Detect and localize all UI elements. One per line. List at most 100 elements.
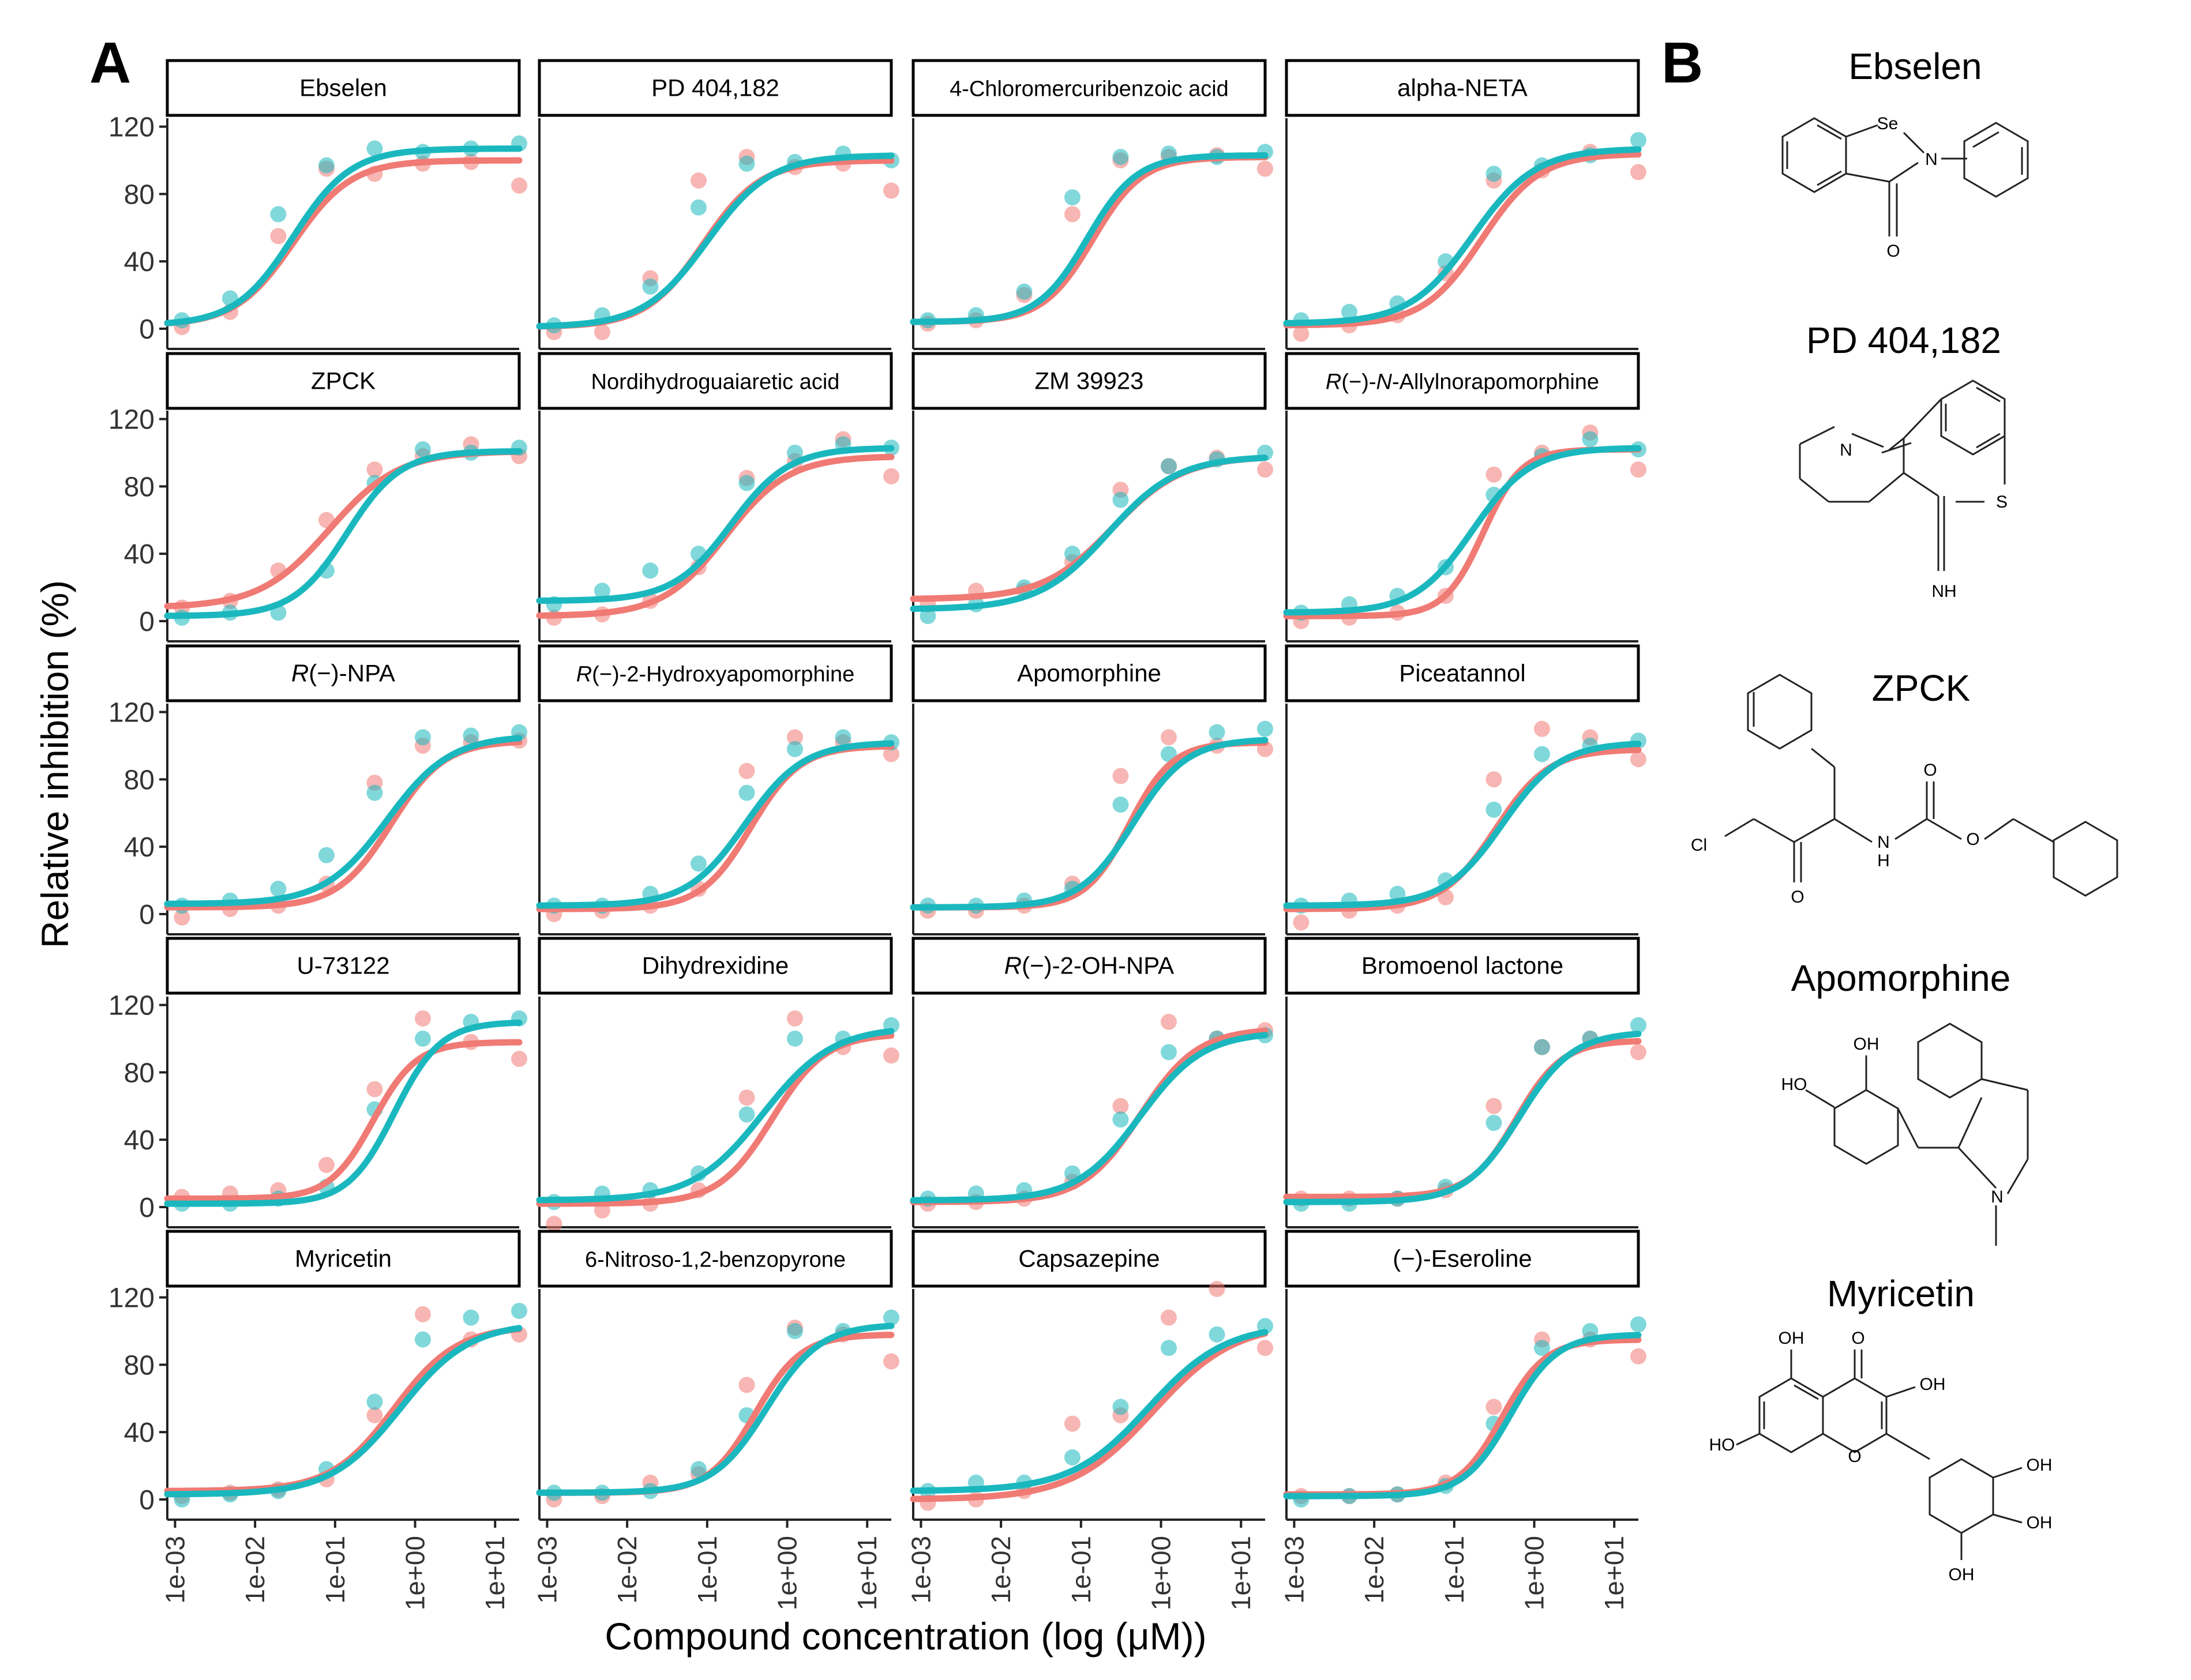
data-point [835, 729, 851, 746]
facet-panel: Piceatannol [1283, 644, 1646, 935]
facet-title: R(−)-2-OH-NPA [1004, 952, 1174, 979]
fit-curve-series1 [164, 739, 523, 911]
facet-strip [911, 644, 1267, 702]
atom-label: O [1851, 1329, 1864, 1348]
data-point [366, 784, 383, 801]
data-point [1533, 1039, 1550, 1055]
data-point [366, 1393, 383, 1410]
facet-strip [166, 644, 521, 702]
fit-curve-series2 [1283, 1031, 1642, 1205]
x-tick-label: 1e-01 [1439, 1536, 1469, 1604]
data-point [738, 475, 755, 491]
atom-label: OH [1920, 1375, 1946, 1394]
fit-curve-series1 [536, 743, 895, 912]
facet-panel: Myricetin 0 40 80 120 1e-03 1e-02 1e-01 1e+00 1e+… [108, 1230, 527, 1610]
fit-curve-series1 [536, 157, 895, 330]
fit-curve-series2 [164, 448, 523, 619]
fit-curve-series1 [1283, 151, 1642, 329]
x-tick-label: 1e-03 [1279, 1536, 1309, 1604]
data-point [786, 729, 803, 746]
facet-panel: R(−)-2-Hydroxyapomorphine [536, 644, 899, 935]
data-point [1257, 720, 1273, 737]
data-point [1630, 131, 1646, 148]
y-tick-label: 80 [124, 1350, 155, 1381]
data-point [1160, 1044, 1177, 1061]
facet-strip [1285, 352, 1640, 410]
facet-title: Apomorphine [1017, 660, 1161, 687]
data-point [1582, 431, 1599, 448]
facet-panel: 6-Nitroso-1,2-benzopyrone 1e-03 1e-02 1e-01… [532, 1230, 899, 1610]
x-tick-label: 1e+00 [772, 1536, 802, 1610]
y-tick-label: 40 [124, 247, 155, 277]
atom-label: OH [2027, 1456, 2053, 1475]
facet-title: alpha-NETA [1397, 74, 1528, 102]
atom-label: OH [1779, 1329, 1804, 1348]
data-point [511, 177, 527, 194]
facet-strip [166, 352, 521, 410]
facet-strip [166, 59, 521, 117]
data-point [546, 1216, 562, 1232]
structure-title-pd404182: PD 404,182 [1806, 320, 2001, 361]
data-point [786, 1010, 803, 1027]
data-point [318, 847, 335, 863]
facet-strip [1285, 59, 1640, 117]
x-tick-label: 1e-01 [1066, 1536, 1096, 1604]
facet-strip [538, 644, 893, 702]
structure-pd404182: PD 404,182 N S NH [1799, 320, 2008, 601]
data-point [511, 1051, 527, 1068]
facet-title: U-73122 [297, 952, 389, 979]
facet-strip [911, 352, 1267, 410]
data-point [463, 1309, 479, 1326]
data-point [463, 727, 479, 744]
facet-panel: R(−)-2-OH-NPA [910, 937, 1273, 1228]
data-point [414, 1030, 431, 1047]
atom-label: Cl [1691, 836, 1707, 855]
data-point [1257, 1340, 1273, 1356]
panel-label-a: A [89, 31, 131, 95]
fit-curve-series2 [910, 152, 1269, 325]
data-point [1112, 1098, 1129, 1114]
facet-title: ZPCK [311, 367, 376, 394]
atom-label: O [1848, 1447, 1861, 1466]
data-point [1064, 189, 1081, 206]
facet-title: Ebselen [299, 74, 387, 102]
data-point [1630, 164, 1646, 181]
atom-label: HO [1781, 1075, 1807, 1094]
panel-label-b: B [1661, 31, 1703, 95]
y-tick-label: 0 [139, 1485, 155, 1516]
data-point [366, 140, 383, 157]
data-point [690, 172, 707, 189]
facet-panel: alpha-NETA [1283, 59, 1646, 350]
x-tick-label: 1e-03 [160, 1536, 190, 1604]
data-point [414, 441, 431, 458]
structure-ebselen: Ebselen Se N O [1781, 46, 2029, 261]
data-point [738, 155, 755, 172]
y-tick-label: 120 [108, 112, 155, 143]
x-tick-label: 1e+01 [1599, 1536, 1629, 1610]
structure-myricetin: Myricetin OH O OH HO O OH OH OH [1709, 1273, 2053, 1584]
fit-curve-series1 [164, 157, 523, 326]
data-point [1485, 1399, 1502, 1415]
facet-strip [166, 937, 521, 995]
fit-curve-series2 [536, 1322, 895, 1496]
y-tick-label: 40 [124, 1418, 155, 1448]
data-point [1112, 491, 1129, 508]
data-point [414, 1306, 431, 1322]
data-point [1630, 1017, 1646, 1033]
data-point [642, 278, 659, 295]
structure-title-myricetin: Myricetin [1827, 1273, 1975, 1314]
data-point [786, 1030, 803, 1047]
fit-curve-series2 [164, 1019, 523, 1207]
facet-panel: R(−)-N-Allylnorapomorphine [1283, 352, 1646, 642]
data-point [738, 1377, 755, 1393]
data-point [414, 1331, 431, 1348]
facet-title: R(−)-2-Hydroxyapomorphine [576, 663, 855, 687]
facet-title: R(−)-NPA [291, 660, 395, 687]
atom-label: N [1991, 1187, 2004, 1207]
y-axis-title: Relative inhibition (%) [33, 580, 76, 948]
facet-title: Nordihydroguaiaretic acid [591, 370, 840, 394]
y-tick-label: 40 [124, 539, 155, 570]
data-point [1112, 1111, 1129, 1128]
atom-label: OH [1949, 1565, 1975, 1584]
